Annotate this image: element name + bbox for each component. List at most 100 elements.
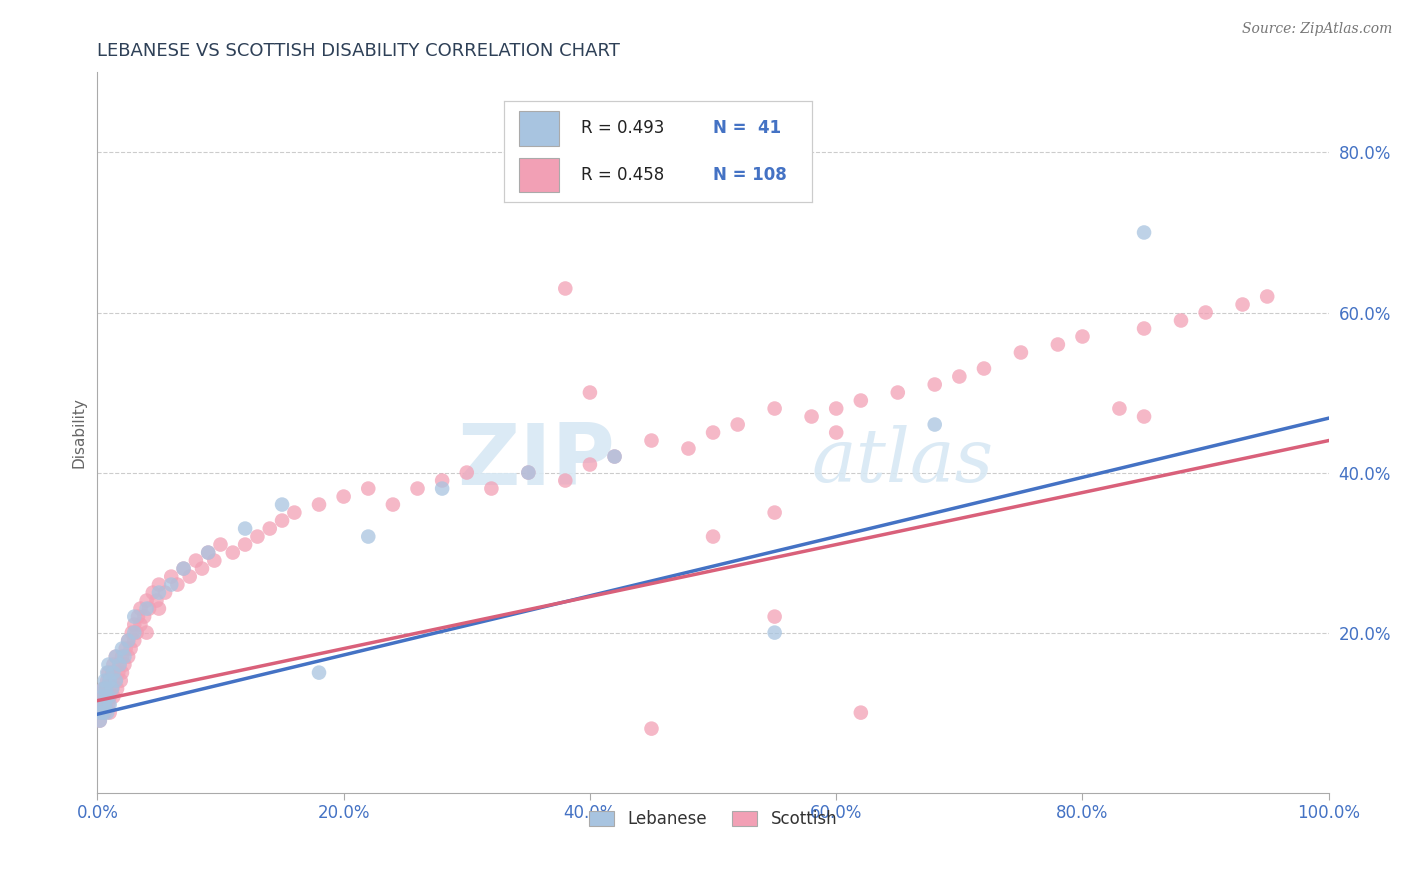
- Point: [134, 609, 156, 624]
- Point: [184, 553, 207, 567]
- Point: [91, 690, 114, 704]
- Point: [135, 593, 157, 607]
- Point: [105, 681, 128, 696]
- Point: [763, 506, 786, 520]
- Point: [96, 706, 118, 720]
- Point: [124, 633, 146, 648]
- Point: [104, 649, 127, 664]
- Point: [271, 514, 294, 528]
- Point: [94, 690, 117, 704]
- Point: [98, 673, 121, 688]
- Point: [887, 385, 910, 400]
- Point: [104, 673, 127, 688]
- Point: [124, 625, 146, 640]
- Point: [97, 698, 120, 712]
- Point: [91, 698, 114, 712]
- Point: [117, 649, 139, 664]
- Point: [148, 577, 170, 591]
- Point: [98, 673, 121, 688]
- Point: [166, 577, 188, 591]
- Point: [114, 649, 136, 664]
- Point: [91, 690, 114, 704]
- Point: [702, 530, 724, 544]
- Point: [763, 609, 786, 624]
- Point: [222, 545, 245, 559]
- Point: [1108, 401, 1130, 416]
- Point: [127, 609, 149, 624]
- Point: [111, 641, 134, 656]
- Point: [108, 657, 131, 672]
- Point: [103, 657, 125, 672]
- Point: [603, 450, 626, 464]
- Point: [89, 714, 111, 728]
- Point: [89, 714, 111, 728]
- Point: [148, 585, 170, 599]
- Point: [93, 673, 115, 688]
- Point: [145, 593, 167, 607]
- Point: [97, 690, 120, 704]
- Text: atlas: atlas: [811, 425, 994, 498]
- Point: [93, 706, 115, 720]
- Point: [114, 657, 136, 672]
- Point: [191, 561, 214, 575]
- Point: [579, 385, 602, 400]
- Point: [849, 393, 872, 408]
- Point: [603, 450, 626, 464]
- Point: [93, 698, 115, 712]
- Point: [406, 482, 429, 496]
- Point: [357, 482, 380, 496]
- Point: [94, 681, 117, 696]
- Point: [101, 681, 124, 696]
- Point: [90, 706, 112, 720]
- Point: [104, 649, 127, 664]
- Legend: Lebanese, Scottish: Lebanese, Scottish: [582, 804, 844, 835]
- Point: [97, 665, 120, 680]
- Point: [110, 673, 132, 688]
- Point: [948, 369, 970, 384]
- Point: [640, 722, 662, 736]
- Point: [142, 585, 165, 599]
- Point: [197, 545, 219, 559]
- Point: [93, 698, 115, 712]
- Point: [96, 665, 118, 680]
- Point: [135, 625, 157, 640]
- Point: [1010, 345, 1032, 359]
- Point: [283, 506, 305, 520]
- Point: [202, 553, 225, 567]
- Point: [1133, 321, 1156, 335]
- Point: [1133, 226, 1156, 240]
- Point: [579, 458, 602, 472]
- Point: [308, 665, 330, 680]
- Point: [173, 561, 195, 575]
- Point: [825, 425, 848, 440]
- Text: Source: ZipAtlas.com: Source: ZipAtlas.com: [1241, 22, 1392, 37]
- Y-axis label: Disability: Disability: [72, 397, 86, 468]
- Point: [209, 538, 232, 552]
- Point: [121, 625, 143, 640]
- Point: [763, 401, 786, 416]
- Point: [481, 482, 503, 496]
- Point: [124, 617, 146, 632]
- Point: [111, 649, 134, 664]
- Point: [101, 681, 124, 696]
- Point: [233, 538, 256, 552]
- Point: [114, 641, 136, 656]
- Point: [107, 665, 129, 680]
- Point: [1256, 289, 1278, 303]
- Point: [111, 665, 134, 680]
- Point: [160, 569, 183, 583]
- Point: [246, 530, 269, 544]
- Point: [763, 625, 786, 640]
- Point: [90, 698, 112, 712]
- Point: [138, 601, 160, 615]
- Point: [924, 377, 946, 392]
- Point: [271, 498, 294, 512]
- Point: [1046, 337, 1069, 351]
- Point: [104, 673, 127, 688]
- Point: [357, 530, 380, 544]
- Point: [825, 401, 848, 416]
- Point: [160, 577, 183, 591]
- Point: [117, 633, 139, 648]
- Point: [554, 474, 576, 488]
- Point: [640, 434, 662, 448]
